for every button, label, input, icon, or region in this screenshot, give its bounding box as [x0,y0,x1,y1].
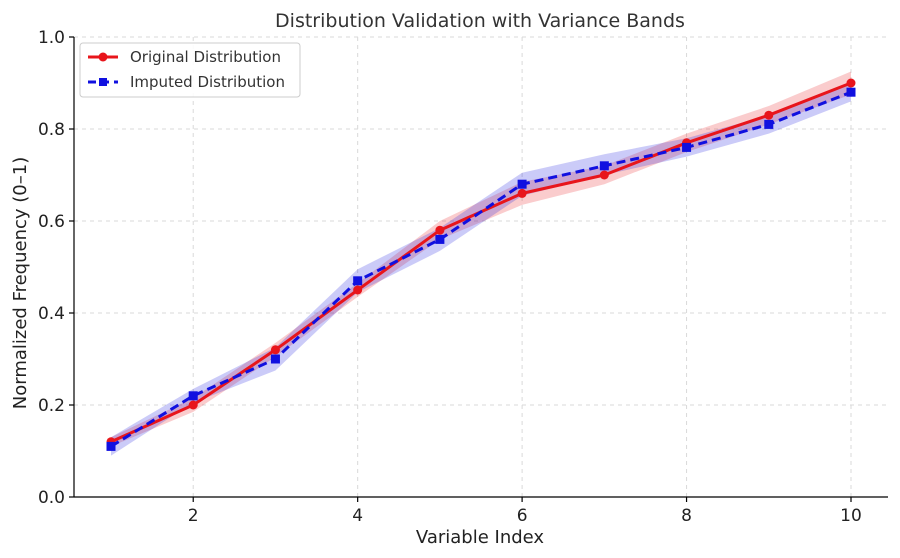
series-markers [106,78,856,451]
y-tick-label-3: 0.6 [38,212,65,232]
point-imputed-6 [517,179,527,189]
point-original-4 [353,285,363,295]
legend-box [79,42,301,98]
point-original-7 [599,170,609,180]
x-tick-label-2: 6 [517,506,528,526]
point-imputed-9 [764,119,774,129]
y-tick-label-1: 0.2 [38,396,65,416]
series-line-imputed [110,90,852,448]
point-imputed-1 [106,441,116,451]
point-imputed-4 [353,276,363,286]
legend-original-marker [98,52,108,62]
legend-imputed-marker [99,78,107,86]
point-original-9 [764,110,774,120]
y-tick-label-0: 0.0 [38,488,65,508]
point-imputed-10 [846,87,856,97]
y-axis-label: Normalized Frequency (0–1) [10,157,31,409]
point-imputed-7 [599,161,609,171]
grid [74,36,888,498]
y-tick-label-2: 0.4 [38,304,65,324]
point-original-2 [188,400,198,410]
x-axis-label: Variable Index [416,527,545,548]
legend-original-label: Original Distribution [130,48,281,66]
x-tick-label-3: 8 [681,506,692,526]
legend-imputed-label: Imputed Distribution [130,73,285,91]
axes: 0.0 0.2 0.4 0.6 0.8 1.0 2 4 6 8 10 [38,28,888,526]
x-tick-label-1: 4 [352,506,363,526]
point-imputed-5 [435,234,445,244]
y-tick-label-4: 0.8 [38,120,65,140]
x-tick-label-4: 10 [840,506,862,526]
variance-band-imputed [111,83,851,456]
series-lines [110,81,852,448]
point-original-6 [517,188,527,198]
point-imputed-3 [270,354,280,364]
chart-title: Distribution Validation with Variance Ba… [275,10,685,32]
point-original-10 [846,78,856,88]
legend: Original Distribution Imputed Distributi… [79,42,301,98]
point-original-3 [270,345,280,355]
y-tick-label-5: 1.0 [38,28,65,48]
point-imputed-8 [682,142,692,152]
point-original-5 [435,225,445,235]
x-tick-label-0: 2 [188,506,199,526]
point-imputed-2 [188,391,198,401]
